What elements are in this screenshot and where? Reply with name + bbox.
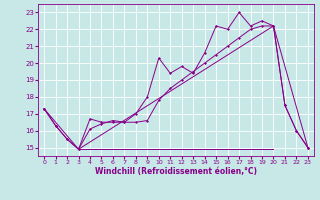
X-axis label: Windchill (Refroidissement éolien,°C): Windchill (Refroidissement éolien,°C) xyxy=(95,167,257,176)
